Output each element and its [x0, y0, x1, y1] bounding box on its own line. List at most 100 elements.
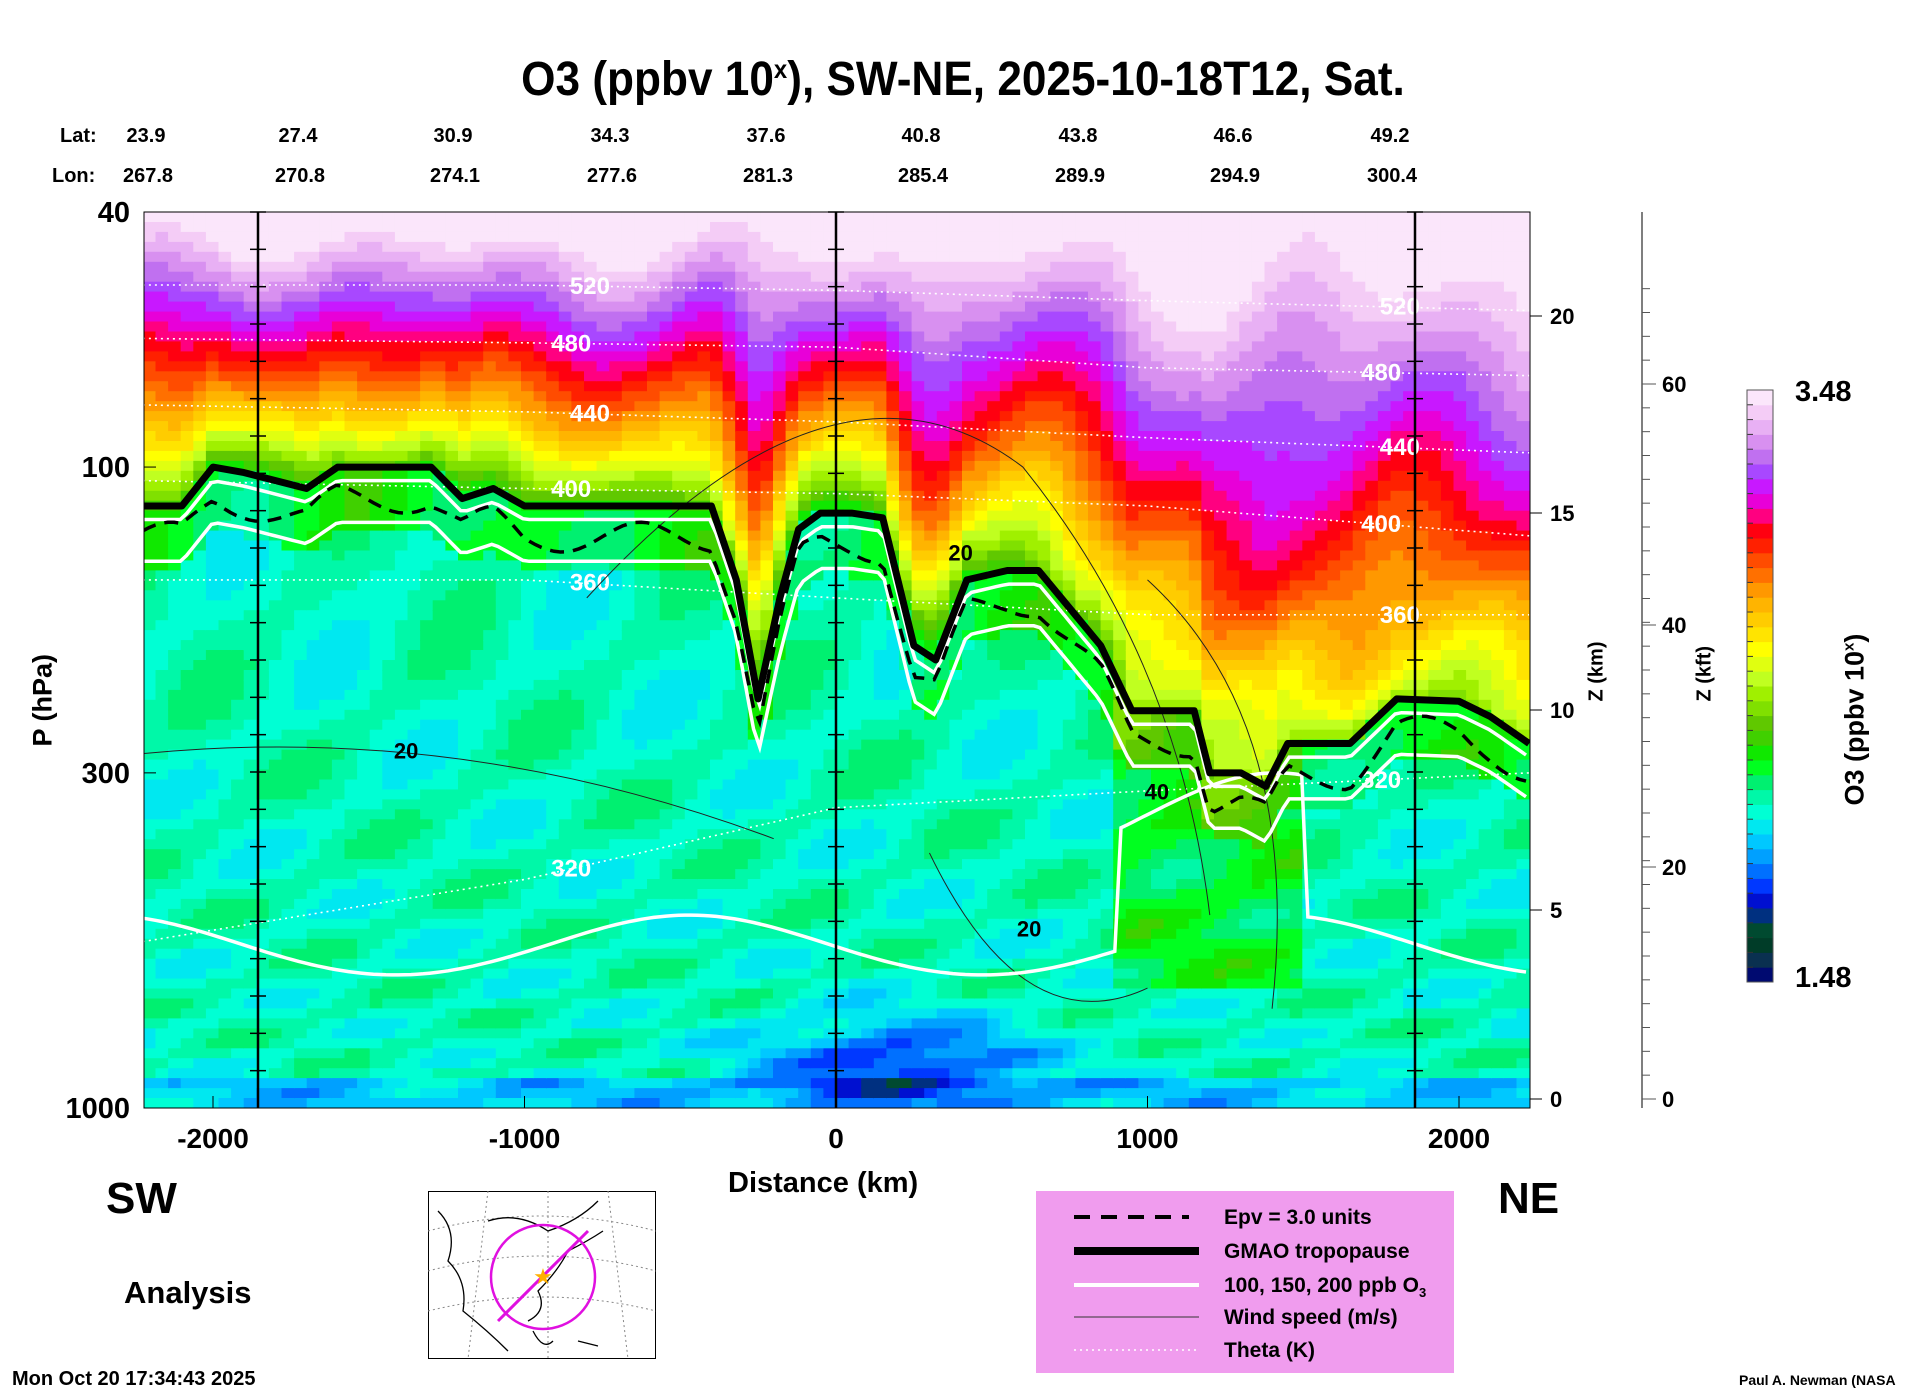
heatmap-cell	[483, 460, 497, 472]
heatmap-cell	[735, 839, 749, 850]
heatmap-cell	[810, 998, 825, 1010]
heatmap-cell	[773, 918, 787, 930]
heatmap-cell	[256, 1068, 270, 1079]
heatmap-cell	[672, 709, 686, 721]
heatmap-cell	[483, 729, 497, 741]
heatmap-cell	[432, 839, 447, 850]
heatmap-cell	[144, 1048, 157, 1060]
heatmap-cell	[533, 968, 547, 980]
heatmap-cell	[168, 650, 182, 661]
heatmap-cell	[773, 869, 787, 880]
heatmap-cell	[218, 271, 232, 283]
heatmap-cell	[546, 1068, 560, 1079]
heatmap-cell	[735, 879, 749, 890]
heatmap-cell	[193, 679, 207, 691]
heatmap-cell	[445, 670, 459, 681]
heatmap-cell	[710, 1018, 724, 1030]
heatmap-cell	[218, 779, 232, 791]
heatmap-cell	[508, 212, 522, 223]
heatmap-cell	[672, 540, 686, 552]
heatmap-cell	[546, 271, 560, 283]
heatmap-cell	[344, 849, 358, 860]
heatmap-cell	[483, 361, 497, 373]
heatmap-cell	[571, 640, 585, 651]
heatmap-cell	[319, 998, 333, 1010]
heatmap-cell	[155, 520, 169, 532]
heatmap-cell	[785, 879, 799, 890]
heatmap-cell	[533, 650, 547, 661]
heatmap-cell	[798, 431, 812, 442]
heatmap-cell	[558, 928, 573, 940]
heatmap-cell	[647, 1028, 661, 1040]
heatmap-cell	[470, 789, 484, 801]
heatmap-cell	[243, 421, 258, 432]
heatmap-cell	[697, 988, 711, 1000]
heatmap-cell	[609, 679, 623, 691]
heatmap-cell	[634, 799, 648, 811]
heatmap-cell	[205, 889, 220, 900]
heatmap-cell	[445, 1088, 459, 1099]
heatmap-cell	[256, 739, 270, 751]
heatmap-cell	[458, 381, 472, 392]
heatmap-cell	[382, 640, 396, 651]
heatmap-cell	[533, 978, 547, 990]
lat-value: 37.6	[746, 125, 786, 147]
heatmap-cell	[445, 600, 459, 612]
heatmap-cell	[785, 709, 799, 721]
heatmap-cell	[735, 918, 749, 930]
heatmap-cell	[621, 590, 636, 602]
heatmap-cell	[571, 480, 585, 492]
heatmap-cell	[533, 212, 547, 223]
heatmap-cell	[684, 212, 699, 223]
heatmap-cell	[344, 998, 358, 1010]
heatmap-cell	[483, 709, 497, 721]
heatmap-cell	[546, 839, 560, 850]
heatmap-cell	[760, 620, 774, 631]
heatmap-cell	[180, 879, 195, 890]
heatmap-cell	[281, 918, 295, 930]
heatmap-cell	[382, 719, 396, 731]
heatmap-cell	[621, 411, 636, 422]
heatmap-cell	[760, 560, 774, 572]
heatmap-cell	[218, 918, 232, 930]
heatmap-cell	[445, 1028, 459, 1040]
heatmap-cell	[659, 759, 673, 771]
heatmap-cell	[470, 460, 484, 472]
heatmap-cell	[785, 699, 799, 711]
heatmap-cell	[672, 231, 686, 243]
heatmap-cell	[558, 411, 573, 422]
heatmap-cell	[760, 849, 774, 860]
heatmap-cell	[495, 391, 510, 402]
heatmap-cell	[357, 670, 371, 681]
heatmap-cell	[432, 759, 447, 771]
heatmap-cell	[218, 849, 232, 860]
heatmap-cell	[256, 709, 270, 721]
heatmap-cell	[546, 968, 560, 980]
heatmap-cell	[420, 520, 434, 532]
heatmap-cell	[205, 650, 220, 661]
heatmap-cell	[256, 839, 270, 850]
heatmap-cell	[823, 291, 837, 303]
heatmap-cell	[609, 470, 623, 482]
heatmap-cell	[319, 1078, 333, 1089]
heatmap-cell	[596, 291, 610, 303]
heatmap-cell	[571, 948, 585, 960]
heatmap-cell	[760, 212, 774, 223]
heatmap-cell	[382, 470, 396, 482]
heatmap-cell	[231, 251, 245, 263]
heatmap-cell	[256, 450, 270, 462]
heatmap-cell	[659, 341, 673, 353]
heatmap-cell	[281, 231, 295, 243]
heatmap-cell	[823, 859, 837, 870]
heatmap-cell	[533, 321, 547, 333]
heatmap-cell	[710, 301, 724, 313]
heatmap-cell	[735, 391, 749, 402]
heatmap-cell	[294, 271, 308, 283]
heatmap-cell	[144, 1078, 157, 1089]
heatmap-cell	[331, 261, 346, 273]
heatmap-cell	[697, 968, 711, 980]
heatmap-cell	[420, 769, 434, 781]
heatmap-cell	[571, 958, 585, 970]
heatmap-cell	[533, 819, 547, 831]
heatmap-cell	[369, 839, 384, 850]
